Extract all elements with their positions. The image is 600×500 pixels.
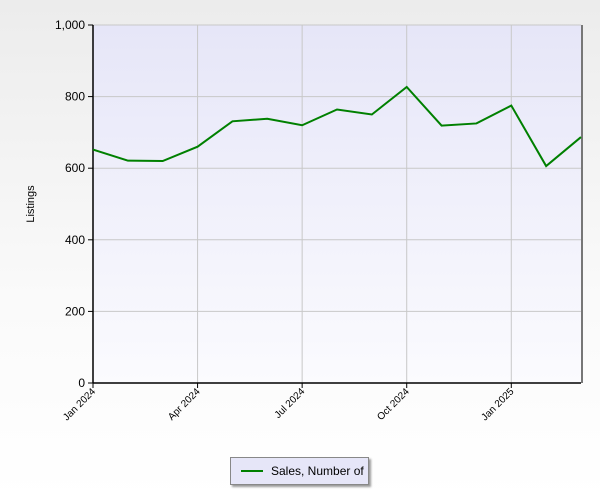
y-tick-label: 200 (65, 304, 85, 318)
x-tick-label: Jan 2025 (480, 386, 517, 423)
legend-swatch-sales (241, 470, 263, 472)
x-tick-label: Apr 2024 (166, 386, 203, 423)
y-tick-label: 0 (78, 376, 85, 390)
series-line-sales (92, 85, 582, 168)
x-tick-label: Jan 2024 (61, 386, 98, 423)
legend: Sales, Number of (230, 457, 369, 485)
y-tick-label: 600 (65, 161, 85, 175)
x-tick-label: Jul 2024 (273, 386, 308, 421)
y-tick-label: 400 (65, 233, 85, 247)
plot-area (93, 25, 581, 383)
y-tick-label: 1,000 (55, 18, 85, 32)
x-tick-label: Oct 2024 (375, 386, 412, 423)
y-tick-label: 800 (65, 90, 85, 104)
y-axis-label: Listings (25, 185, 37, 223)
legend-label-sales: Sales, Number of (271, 464, 364, 478)
